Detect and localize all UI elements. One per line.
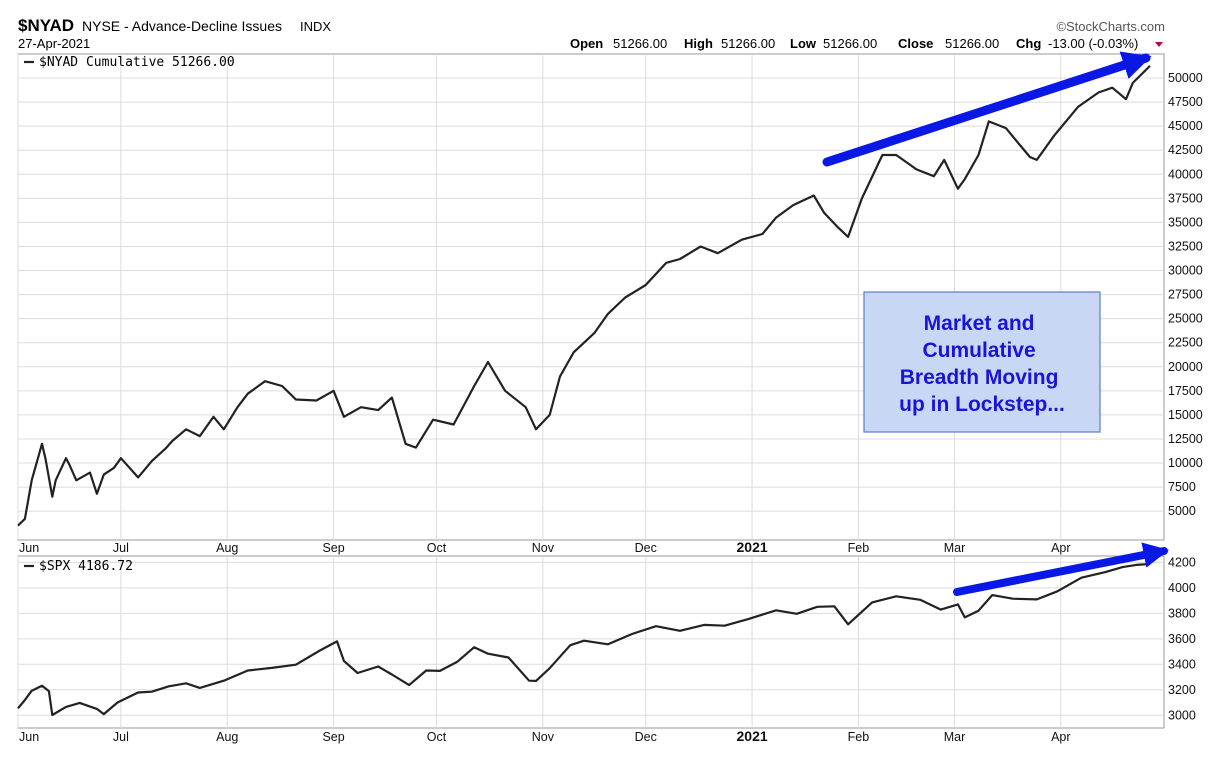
nyad-series-line [17,65,1151,527]
spx-legend-label: $SPX 4186.72 [39,559,133,574]
spx-x-tick-label: 2021 [737,728,768,744]
ohlc-readout: Open 51266.00 High 51266.00 Low 51266.00… [570,36,1163,51]
spx-x-tick-label: Jun [19,730,39,744]
nyad-y-tick-label: 25000 [1168,312,1203,326]
spx-x-tick-label: Jul [113,730,129,744]
nyad-x-tick-label: Dec [635,541,657,555]
chg-label: Chg [1016,36,1041,51]
nyad-x-tick-label: Nov [532,541,555,555]
nyad-y-tick-label: 10000 [1168,456,1203,470]
annotation-callout: Market and Cumulative Breadth Moving up … [863,291,1101,433]
spx-y-axis: 3000 3200 3400 3600 3800 4000 4200 [1168,555,1196,722]
nyad-y-tick-label: 50000 [1168,71,1203,85]
spx-y-tick-label: 4000 [1168,581,1196,595]
nyad-x-tick-label: Feb [848,541,870,555]
nyad-y-tick-label: 45000 [1168,119,1203,133]
spx-x-tick-label: Feb [848,730,870,744]
nyad-y-tick-label: 22500 [1168,336,1203,350]
spx-x-tick-label: Mar [944,730,966,744]
nyad-y-tick-label: 42500 [1168,143,1203,157]
trend-arrow-top [822,51,1152,167]
nyad-x-tick-label: Mar [944,541,966,555]
spx-y-tick-label: 3800 [1168,606,1196,620]
nyad-x-axis: Jun Jul Aug Sep Oct Nov Dec 2021 Feb Mar Apr [19,539,1071,555]
nyad-y-tick-label: 5000 [1168,504,1196,518]
spx-series-line [17,562,1151,717]
chg-value: -13.00 (-0.03%) [1048,36,1138,51]
brand-logo: ©StockCharts.com [1056,19,1165,34]
nyad-y-tick-label: 15000 [1168,408,1203,422]
spx-legend: $SPX 4186.72 [24,559,133,574]
high-value: 51266.00 [721,36,775,51]
open-value: 51266.00 [613,36,667,51]
nyad-y-tick-label: 12500 [1168,432,1203,446]
close-label: Close [898,36,933,51]
spx-panel: 3000 3200 3400 3600 3800 4000 4200 Jun Jul Aug Se… [17,555,1196,744]
chart-date: 27-Apr-2021 [18,36,90,51]
spx-y-tick-label: 4200 [1168,555,1196,569]
annotation-line-2: Cumulative [922,339,1035,362]
spx-y-tick-label: 3200 [1168,683,1196,697]
nyad-y-tick-label: 7500 [1168,480,1196,494]
annotation-line-4: up in Lockstep... [899,393,1065,416]
annotation-text: Market and Cumulative Breadth Moving up … [899,312,1065,416]
annotation-line-1: Market and [924,312,1035,335]
low-label: Low [790,36,817,51]
nyad-x-tick-label: Apr [1051,541,1070,555]
nyad-x-tick-label: 2021 [737,539,768,555]
nyad-y-tick-label: 37500 [1168,191,1203,205]
spx-y-tick-label: 3600 [1168,632,1196,646]
spx-y-tick-label: 3400 [1168,657,1196,671]
nyad-y-tick-label: 30000 [1168,264,1203,278]
spx-x-tick-label: Dec [635,730,657,744]
symbol-description: NYSE - Advance-Decline Issues [82,18,282,34]
spx-x-axis: Jun Jul Aug Sep Oct Nov Dec 2021 Feb Mar Apr [19,728,1071,744]
spx-x-tick-label: Sep [322,730,344,744]
nyad-legend-label: $NYAD Cumulative 51266.00 [39,55,235,70]
nyad-x-tick-label: Oct [427,541,447,555]
down-triangle-icon [1155,42,1163,47]
low-value: 51266.00 [823,36,877,51]
exchange-label: INDX [300,19,331,34]
nyad-y-axis: 5000 7500 10000 12500 15000 17500 20000 22500 25… [1168,71,1203,518]
open-label: Open [570,36,603,51]
annotation-box [863,291,1101,433]
spx-x-tick-label: Apr [1051,730,1070,744]
nyad-y-tick-label: 47500 [1168,95,1203,109]
nyad-legend: $NYAD Cumulative 51266.00 [24,55,235,70]
annotation-line-3: Breadth Moving [900,366,1059,389]
nyad-x-tick-label: Jul [113,541,129,555]
spx-y-tick-label: 3000 [1168,708,1196,722]
nyad-y-tick-label: 32500 [1168,239,1203,253]
spx-x-tick-label: Nov [532,730,555,744]
nyad-y-tick-label: 17500 [1168,384,1203,398]
nyad-x-tick-label: Sep [322,541,344,555]
symbol-title: $NYAD [18,16,74,35]
nyad-y-tick-label: 35000 [1168,215,1203,229]
nyad-y-tick-label: 40000 [1168,167,1203,181]
nyad-y-tick-label: 20000 [1168,360,1203,374]
spx-x-tick-label: Aug [216,730,238,744]
high-label: High [684,36,713,51]
nyad-y-tick-label: 27500 [1168,288,1203,302]
spx-x-tick-label: Oct [427,730,447,744]
nyad-x-tick-label: Jun [19,541,39,555]
nyad-x-tick-label: Aug [216,541,238,555]
close-value: 51266.00 [945,36,999,51]
trend-arrow-bottom [953,542,1170,596]
